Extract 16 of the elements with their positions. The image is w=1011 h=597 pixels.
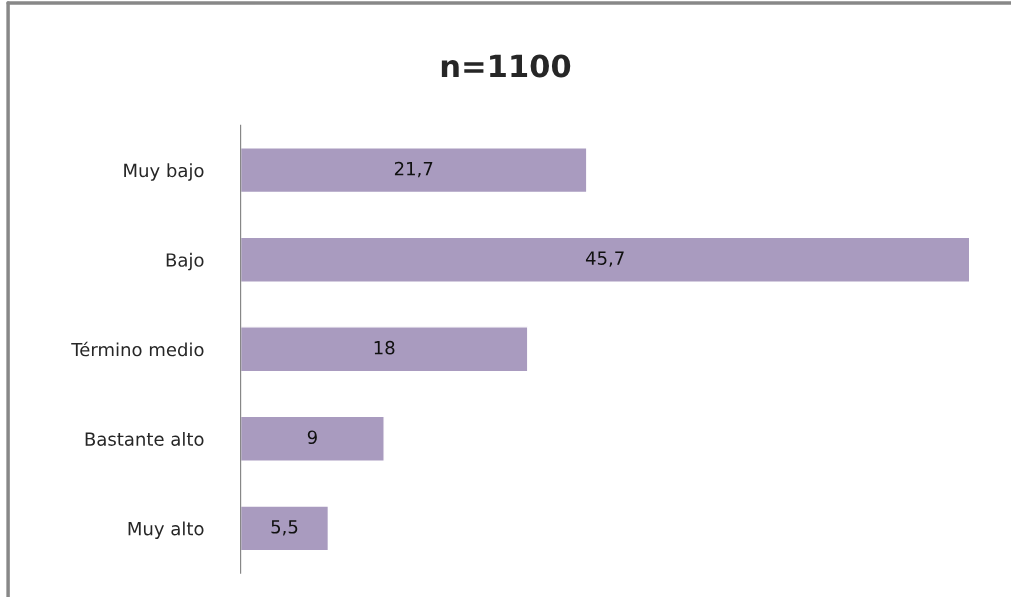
- bar: [240, 326, 529, 373]
- y-tick-label: Bajo: [166, 252, 204, 271]
- y-tick-label: Bastante alto: [85, 431, 204, 446]
- data-label: 45,7: [585, 251, 624, 267]
- bar: [240, 415, 385, 462]
- bar: [240, 236, 971, 283]
- y-tick-label: Término medio: [71, 341, 204, 357]
- bar: [240, 147, 588, 194]
- data-label: 18: [374, 340, 395, 355]
- y-tick-label: Muy bajo: [124, 163, 204, 181]
- data-label: 21,7: [394, 161, 433, 178]
- y-tick-label: Muy alto: [128, 521, 204, 539]
- chart-title: n=1100: [441, 54, 571, 78]
- data-label: 5,5: [271, 520, 298, 536]
- bar: [240, 505, 330, 552]
- data-label: 9: [307, 430, 317, 445]
